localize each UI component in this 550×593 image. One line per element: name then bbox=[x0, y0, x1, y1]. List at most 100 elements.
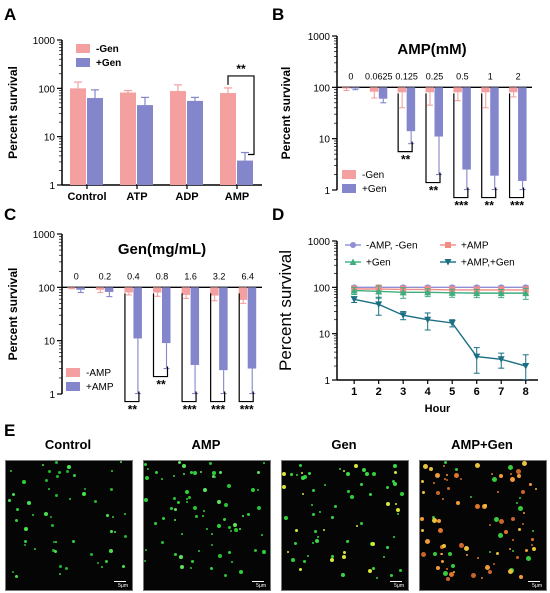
cell bbox=[50, 516, 52, 518]
cell bbox=[497, 491, 499, 493]
cell bbox=[287, 551, 289, 553]
cell bbox=[59, 573, 61, 575]
cell bbox=[526, 556, 531, 561]
cell bbox=[331, 555, 334, 558]
cell bbox=[446, 479, 448, 481]
cell bbox=[454, 473, 459, 478]
legend-label: +Gen bbox=[366, 258, 391, 269]
significance-bracket bbox=[425, 93, 441, 184]
cell bbox=[429, 467, 433, 471]
x-tick-label: 8 bbox=[523, 386, 529, 398]
scale-bar bbox=[528, 581, 540, 582]
data-point bbox=[522, 289, 530, 297]
scale-label: 5μm bbox=[394, 583, 404, 589]
bar-gen bbox=[509, 87, 518, 93]
legend-label: +AMP,+Gen bbox=[461, 258, 515, 269]
x-tick-label: 4 bbox=[425, 386, 432, 398]
data-point bbox=[399, 288, 407, 296]
cell bbox=[343, 551, 346, 554]
cell bbox=[15, 519, 18, 522]
cell bbox=[517, 474, 521, 478]
bar-gen bbox=[518, 87, 527, 181]
cell bbox=[386, 486, 389, 489]
bar-plus-gen bbox=[87, 98, 103, 185]
significance-bracket bbox=[481, 93, 497, 199]
cell bbox=[44, 512, 48, 516]
significance-bracket bbox=[227, 75, 255, 156]
cell bbox=[247, 513, 250, 516]
cell bbox=[421, 529, 424, 532]
cell bbox=[174, 519, 176, 521]
cell bbox=[433, 482, 435, 484]
cell bbox=[347, 490, 350, 493]
cell bbox=[362, 468, 366, 472]
cell bbox=[446, 474, 448, 476]
panel-a-chart: 1 10 100 1000 Percent survival Control ATP ADP A… bbox=[6, 36, 262, 203]
y-tick-label: 1000 bbox=[308, 237, 331, 248]
cell bbox=[183, 473, 185, 475]
cell bbox=[446, 577, 450, 581]
cell bbox=[516, 502, 518, 504]
micrograph-control: 5μm bbox=[5, 460, 133, 591]
cell bbox=[239, 528, 241, 530]
cell bbox=[52, 549, 55, 552]
cell bbox=[254, 549, 257, 552]
bar-amp bbox=[124, 287, 133, 293]
legend-swatch bbox=[66, 368, 80, 377]
significance-bracket bbox=[508, 93, 525, 199]
scale-label: 5μm bbox=[532, 583, 542, 589]
cell bbox=[162, 517, 165, 520]
cell bbox=[209, 462, 212, 465]
cell bbox=[8, 499, 11, 502]
cell bbox=[65, 567, 68, 570]
cell bbox=[442, 544, 446, 548]
legend-marker bbox=[444, 259, 452, 266]
cell bbox=[32, 514, 34, 516]
cell bbox=[211, 544, 213, 546]
cell bbox=[360, 483, 363, 486]
data-point bbox=[350, 296, 358, 303]
cell bbox=[422, 491, 425, 494]
panel-label-a: A bbox=[4, 5, 16, 24]
panel-label-c: C bbox=[4, 205, 16, 224]
bar-amp bbox=[153, 287, 162, 293]
data-point bbox=[448, 319, 456, 327]
data-point bbox=[522, 363, 530, 370]
cell bbox=[523, 512, 525, 514]
micrograph-gen: 5μm bbox=[281, 460, 409, 591]
cell bbox=[180, 565, 184, 569]
micrograph-amp: 5μm bbox=[143, 460, 271, 591]
cell bbox=[211, 533, 213, 535]
cell bbox=[449, 572, 454, 577]
cell bbox=[372, 567, 375, 570]
legend-marker bbox=[445, 242, 451, 248]
panel-label-b: B bbox=[272, 5, 284, 24]
legend-label: -AMP, -Gen bbox=[366, 241, 418, 252]
scale-label: 5μm bbox=[256, 583, 266, 589]
legend-swatch bbox=[76, 44, 90, 53]
cell bbox=[499, 519, 504, 524]
cell bbox=[531, 544, 533, 546]
cell bbox=[112, 516, 114, 518]
cell bbox=[173, 475, 175, 477]
cell bbox=[233, 523, 237, 527]
cell bbox=[464, 546, 469, 551]
cell bbox=[491, 473, 493, 475]
bar-amp bbox=[190, 287, 200, 365]
significance-marker: *** bbox=[510, 199, 524, 213]
y-tick-label: 1 bbox=[324, 186, 330, 197]
bar-gen bbox=[350, 87, 360, 89]
cell bbox=[343, 470, 345, 472]
x-tick-label: 3 bbox=[400, 386, 406, 398]
cell bbox=[234, 528, 238, 532]
bar-amp bbox=[95, 287, 105, 290]
cell bbox=[202, 515, 204, 517]
y-tick-label: 10 bbox=[319, 330, 331, 341]
cell bbox=[510, 477, 515, 482]
bar-plus-gen bbox=[137, 105, 153, 185]
cell bbox=[354, 464, 358, 468]
y-tick-label: 10 bbox=[44, 337, 56, 348]
cell bbox=[27, 501, 31, 505]
significance-marker: ** bbox=[401, 153, 411, 167]
